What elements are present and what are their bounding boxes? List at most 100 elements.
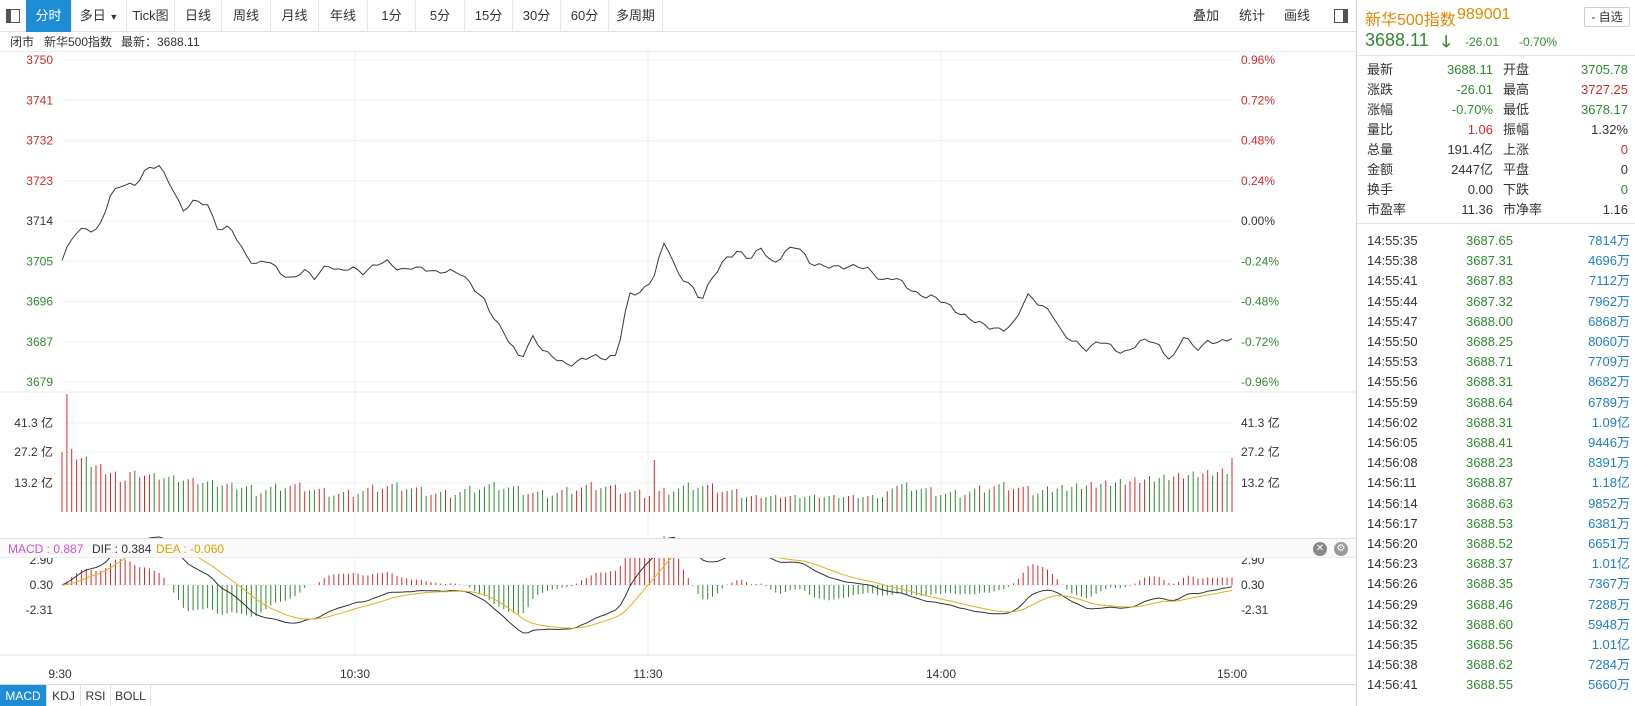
tick-row: 14:55:59 3688.64 6789万 xyxy=(1357,393,1635,413)
tick-price: 3687.65 xyxy=(1466,233,1513,248)
tick-time: 14:56:35 xyxy=(1367,637,1418,652)
tick-time: 14:56:41 xyxy=(1367,677,1418,693)
tick-time: 14:56:32 xyxy=(1367,616,1418,632)
tick-volume: 4696万 xyxy=(1588,253,1630,269)
stat-label: 下跌 xyxy=(1503,182,1530,197)
stat-value: 3727.25 xyxy=(1581,82,1628,97)
volume-tick-label: 41.3 亿 xyxy=(14,415,53,430)
tick-volume: 1.09亿 xyxy=(1591,414,1630,430)
tick-price: 3688.31 xyxy=(1466,414,1513,430)
tab-kdj[interactable]: KDJ xyxy=(47,685,81,706)
overlay-button[interactable]: 叠加 xyxy=(1193,8,1220,23)
tick-time: 14:56:26 xyxy=(1367,576,1418,592)
tab-60min[interactable]: 60分 xyxy=(561,0,609,32)
pct-tick-label: 0.96% xyxy=(1241,53,1275,67)
tick-time: 14:55:35 xyxy=(1367,233,1418,248)
stat-value: 2447亿 xyxy=(1451,162,1493,177)
price-tick-label: 3741 xyxy=(26,93,53,107)
tab-multi-period[interactable]: 多周期 xyxy=(609,0,663,32)
tab-weekly[interactable]: 周线 xyxy=(222,0,271,32)
pct-tick-label: 0.48% xyxy=(1241,134,1275,148)
pct-tick-label: 0.24% xyxy=(1241,174,1275,188)
index-name: 新华500指数 xyxy=(1365,12,1456,29)
tick-price: 3688.46 xyxy=(1466,596,1513,612)
tick-price: 3688.53 xyxy=(1466,515,1513,531)
tick-row: 14:56:14 3688.63 9852万 xyxy=(1357,494,1635,514)
stat-label: 上涨 xyxy=(1503,142,1530,157)
pct-tick-label: -0.72% xyxy=(1241,335,1279,349)
time-tick-label: 10:30 xyxy=(340,667,370,681)
close-icon[interactable]: ✕ xyxy=(1313,542,1327,556)
stat-row: 金额 2447亿 平盘 0 xyxy=(1357,160,1635,180)
tab-monthly[interactable]: 月线 xyxy=(271,0,319,32)
price-change: -26.01 xyxy=(1465,35,1500,49)
quote-header: 新华500指数 989001 - 自选 3688.11 🡓 -26.01 -0.… xyxy=(1357,0,1635,56)
tick-time: 14:56:38 xyxy=(1367,657,1418,673)
dea-value: DEA : -0.060 xyxy=(156,542,225,556)
chart-info-line: 闭市 新华500指数 最新：3688.11 xyxy=(0,32,1356,52)
panel-toggle-right-icon[interactable] xyxy=(1334,9,1348,23)
tab-15min[interactable]: 15分 xyxy=(465,0,513,32)
stat-value: 11.36 xyxy=(1461,202,1493,217)
tick-price: 3688.87 xyxy=(1466,475,1513,491)
tick-row: 14:56:26 3688.35 7367万 xyxy=(1357,574,1635,594)
tab-1min[interactable]: 1分 xyxy=(368,0,416,32)
stat-value: 1.06 xyxy=(1467,122,1493,137)
tab-multi-day[interactable]: 多日 ▼ xyxy=(72,0,127,32)
tick-time: 14:55:50 xyxy=(1367,334,1418,349)
tick-volume: 8060万 xyxy=(1588,334,1630,349)
tick-row: 14:56:05 3688.41 9446万 xyxy=(1357,433,1635,453)
tick-volume: 7284万 xyxy=(1588,657,1630,673)
remove-favorite-button[interactable]: - 自选 xyxy=(1584,7,1630,27)
draw-line-button[interactable]: 画线 xyxy=(1284,8,1311,23)
down-arrow-icon: 🡓 xyxy=(1442,34,1451,51)
tab-yearly[interactable]: 年线 xyxy=(319,0,368,32)
tick-price: 3688.31 xyxy=(1466,374,1513,390)
tick-price: 3688.56 xyxy=(1466,637,1513,652)
tick-time: 14:55:38 xyxy=(1367,253,1418,269)
tick-row: 14:55:35 3687.65 7814万 xyxy=(1357,231,1635,251)
tick-time: 14:55:44 xyxy=(1367,293,1418,309)
info-latest: 最新：3688.11 xyxy=(121,35,200,49)
tab-daily[interactable]: 日线 xyxy=(175,0,222,32)
tick-volume: 1.01亿 xyxy=(1591,637,1630,652)
tick-row: 14:55:53 3688.71 7709万 xyxy=(1357,352,1635,372)
pct-tick-label: -0.24% xyxy=(1241,254,1279,268)
tick-volume: 7962万 xyxy=(1588,293,1630,309)
tick-volume: 7367万 xyxy=(1588,576,1630,592)
indicator-tabs: MACD KDJ RSI BOLL xyxy=(0,684,1356,706)
panel-toggle-icon[interactable] xyxy=(6,9,20,23)
tab-30min[interactable]: 30分 xyxy=(513,0,561,32)
stats-button[interactable]: 统计 xyxy=(1239,8,1266,23)
dea-line xyxy=(61,541,1233,629)
tab-boll[interactable]: BOLL xyxy=(111,685,151,706)
price-tick-label: 3679 xyxy=(26,375,53,389)
settings-gear-icon[interactable]: ⚙ xyxy=(1334,542,1348,556)
intraday-chart[interactable]: 3750 0.96% 3741 0.72% 3732 0.48% 3723 0.24% 3714… xyxy=(0,52,1356,684)
tick-price: 3688.55 xyxy=(1466,677,1513,693)
tick-volume: 1.18亿 xyxy=(1591,475,1630,491)
stat-row: 量比 1.06 振幅 1.32% xyxy=(1357,120,1635,140)
tick-price: 3688.64 xyxy=(1466,394,1513,410)
stat-value: 0.00 xyxy=(1467,182,1493,197)
tab-5min[interactable]: 5分 xyxy=(416,0,465,32)
tab-tick[interactable]: Tick图 xyxy=(127,0,175,32)
stat-row: 总量 191.4亿 上涨 0 xyxy=(1357,140,1635,160)
price-tick-label: 3705 xyxy=(26,254,53,268)
tab-macd[interactable]: MACD xyxy=(0,685,47,706)
tick-row: 14:55:41 3687.83 7112万 xyxy=(1357,271,1635,291)
tick-volume: 7814万 xyxy=(1588,233,1630,248)
time-tick-label: 11:30 xyxy=(633,667,662,681)
tick-price: 3688.60 xyxy=(1466,616,1513,632)
stat-row: 涨跌 -26.01 最高 3727.25 xyxy=(1357,80,1635,100)
tick-price: 3688.23 xyxy=(1466,455,1513,471)
tab-time-share[interactable]: 分时 xyxy=(26,0,72,32)
tick-row: 14:56:20 3688.52 6651万 xyxy=(1357,534,1635,554)
tab-rsi[interactable]: RSI xyxy=(81,685,111,706)
price-tick-label: 3732 xyxy=(26,134,53,148)
pct-tick-label: 0.72% xyxy=(1241,93,1275,107)
tick-time: 14:56:11 xyxy=(1367,475,1417,491)
stat-label: 换手 xyxy=(1367,182,1394,197)
stat-value: 1.32% xyxy=(1591,122,1628,137)
time-tick-label: 14:00 xyxy=(926,667,956,681)
